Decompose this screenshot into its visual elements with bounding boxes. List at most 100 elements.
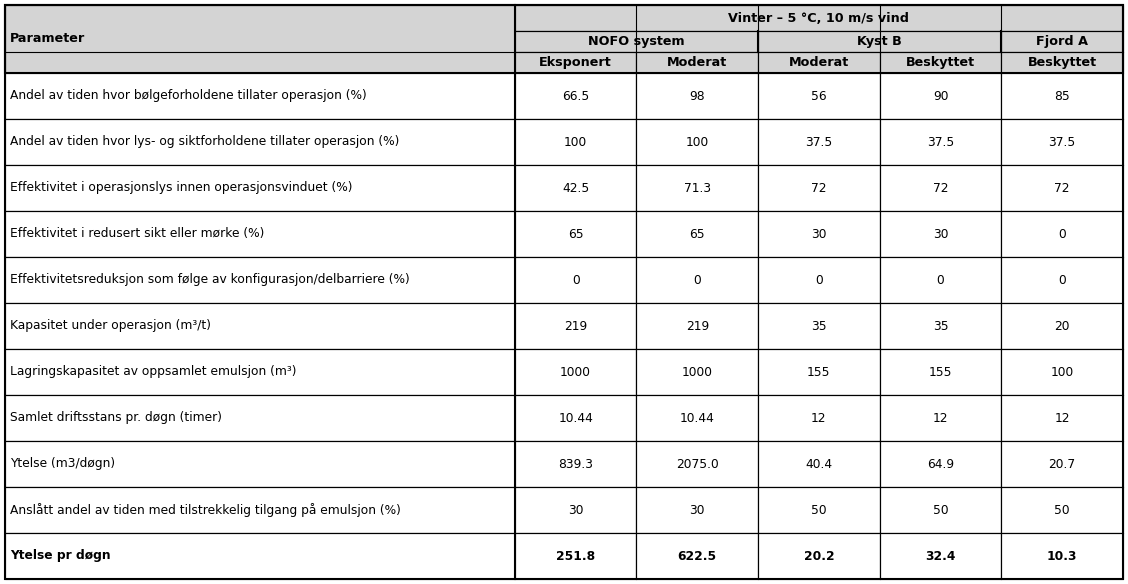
Text: Ytelse pr døgn: Ytelse pr døgn — [10, 550, 111, 562]
Bar — [1002, 165, 1123, 211]
Text: 100: 100 — [564, 135, 588, 148]
Bar — [880, 73, 1002, 119]
Text: 100: 100 — [1050, 366, 1074, 378]
Bar — [514, 395, 636, 441]
Bar — [514, 211, 636, 257]
Bar — [758, 52, 880, 73]
Text: Andel av tiden hvor bølgeforholdene tillater operasjon (%): Andel av tiden hvor bølgeforholdene till… — [10, 89, 367, 103]
Bar — [880, 52, 1002, 73]
Text: 42.5: 42.5 — [562, 182, 589, 194]
Text: 219: 219 — [564, 319, 588, 332]
Bar — [758, 303, 880, 349]
Text: 0: 0 — [1058, 228, 1066, 241]
Bar — [880, 349, 1002, 395]
Bar — [514, 73, 636, 119]
Text: 35: 35 — [933, 319, 949, 332]
Bar — [636, 52, 758, 73]
Bar — [514, 349, 636, 395]
Bar — [880, 395, 1002, 441]
Text: 622.5: 622.5 — [678, 550, 716, 562]
Text: Eksponert: Eksponert — [539, 56, 613, 69]
Bar — [5, 5, 514, 73]
Text: Effektivitet i redusert sikt eller mørke (%): Effektivitet i redusert sikt eller mørke… — [10, 228, 264, 241]
Text: Fjord A: Fjord A — [1037, 35, 1089, 48]
Bar — [5, 119, 514, 165]
Bar — [514, 533, 636, 579]
Bar — [880, 257, 1002, 303]
Text: 20.7: 20.7 — [1049, 457, 1076, 471]
Bar — [636, 119, 758, 165]
Bar — [5, 487, 514, 533]
Text: 20.2: 20.2 — [803, 550, 835, 562]
Bar — [880, 533, 1002, 579]
Text: Lagringskapasitet av oppsamlet emulsjon (m³): Lagringskapasitet av oppsamlet emulsjon … — [10, 366, 297, 378]
Bar — [880, 211, 1002, 257]
Bar — [880, 303, 1002, 349]
Bar — [758, 257, 880, 303]
Text: 37.5: 37.5 — [805, 135, 832, 148]
Text: 12: 12 — [933, 412, 949, 425]
Text: 0: 0 — [572, 273, 580, 287]
Text: Anslått andel av tiden med tilstrekkelig tilgang på emulsjon (%): Anslått andel av tiden med tilstrekkelig… — [10, 503, 400, 517]
Text: 30: 30 — [689, 503, 705, 516]
Bar — [758, 441, 880, 487]
Text: 72: 72 — [811, 182, 827, 194]
Text: Effektivitet i operasjonslys innen operasjonsvinduet (%): Effektivitet i operasjonslys innen opera… — [10, 182, 352, 194]
Bar — [636, 395, 758, 441]
Bar — [758, 73, 880, 119]
Bar — [758, 165, 880, 211]
Bar — [5, 211, 514, 257]
Text: 1000: 1000 — [681, 366, 713, 378]
Text: Moderat: Moderat — [788, 56, 849, 69]
Bar — [5, 441, 514, 487]
Text: 64.9: 64.9 — [927, 457, 954, 471]
Bar — [5, 257, 514, 303]
Bar — [514, 441, 636, 487]
Text: 0: 0 — [936, 273, 944, 287]
Text: Ytelse (m3/døgn): Ytelse (m3/døgn) — [10, 457, 115, 471]
Bar — [1002, 211, 1123, 257]
Text: 40.4: 40.4 — [805, 457, 832, 471]
Bar — [514, 52, 636, 73]
Text: NOFO system: NOFO system — [588, 35, 685, 48]
Text: 839.3: 839.3 — [558, 457, 593, 471]
Bar — [5, 349, 514, 395]
Text: 72: 72 — [1055, 182, 1070, 194]
Text: 50: 50 — [811, 503, 827, 516]
Text: 71.3: 71.3 — [684, 182, 711, 194]
Text: 65: 65 — [567, 228, 583, 241]
Text: 98: 98 — [689, 89, 705, 103]
Bar — [5, 395, 514, 441]
Text: 30: 30 — [567, 503, 583, 516]
Text: 1000: 1000 — [561, 366, 591, 378]
Bar — [758, 487, 880, 533]
Text: 32.4: 32.4 — [925, 550, 955, 562]
Text: 20: 20 — [1055, 319, 1070, 332]
Text: 65: 65 — [689, 228, 705, 241]
Text: 35: 35 — [811, 319, 827, 332]
Bar — [5, 5, 1123, 73]
Bar — [1002, 487, 1123, 533]
Bar — [636, 533, 758, 579]
Bar — [758, 395, 880, 441]
Bar — [636, 211, 758, 257]
Text: Parameter: Parameter — [10, 33, 86, 46]
Bar — [880, 119, 1002, 165]
Text: 56: 56 — [811, 89, 827, 103]
Bar — [1002, 395, 1123, 441]
Bar — [514, 119, 636, 165]
Bar — [636, 349, 758, 395]
Bar — [636, 441, 758, 487]
Text: 2075.0: 2075.0 — [676, 457, 719, 471]
Text: 12: 12 — [1055, 412, 1070, 425]
Text: 90: 90 — [933, 89, 949, 103]
Text: 10.44: 10.44 — [558, 412, 593, 425]
Text: 30: 30 — [811, 228, 827, 241]
Text: 50: 50 — [1055, 503, 1070, 516]
Bar — [1002, 349, 1123, 395]
Bar — [758, 31, 1002, 52]
Bar — [636, 303, 758, 349]
Text: 10.44: 10.44 — [680, 412, 715, 425]
Bar — [1002, 31, 1123, 52]
Text: 155: 155 — [808, 366, 830, 378]
